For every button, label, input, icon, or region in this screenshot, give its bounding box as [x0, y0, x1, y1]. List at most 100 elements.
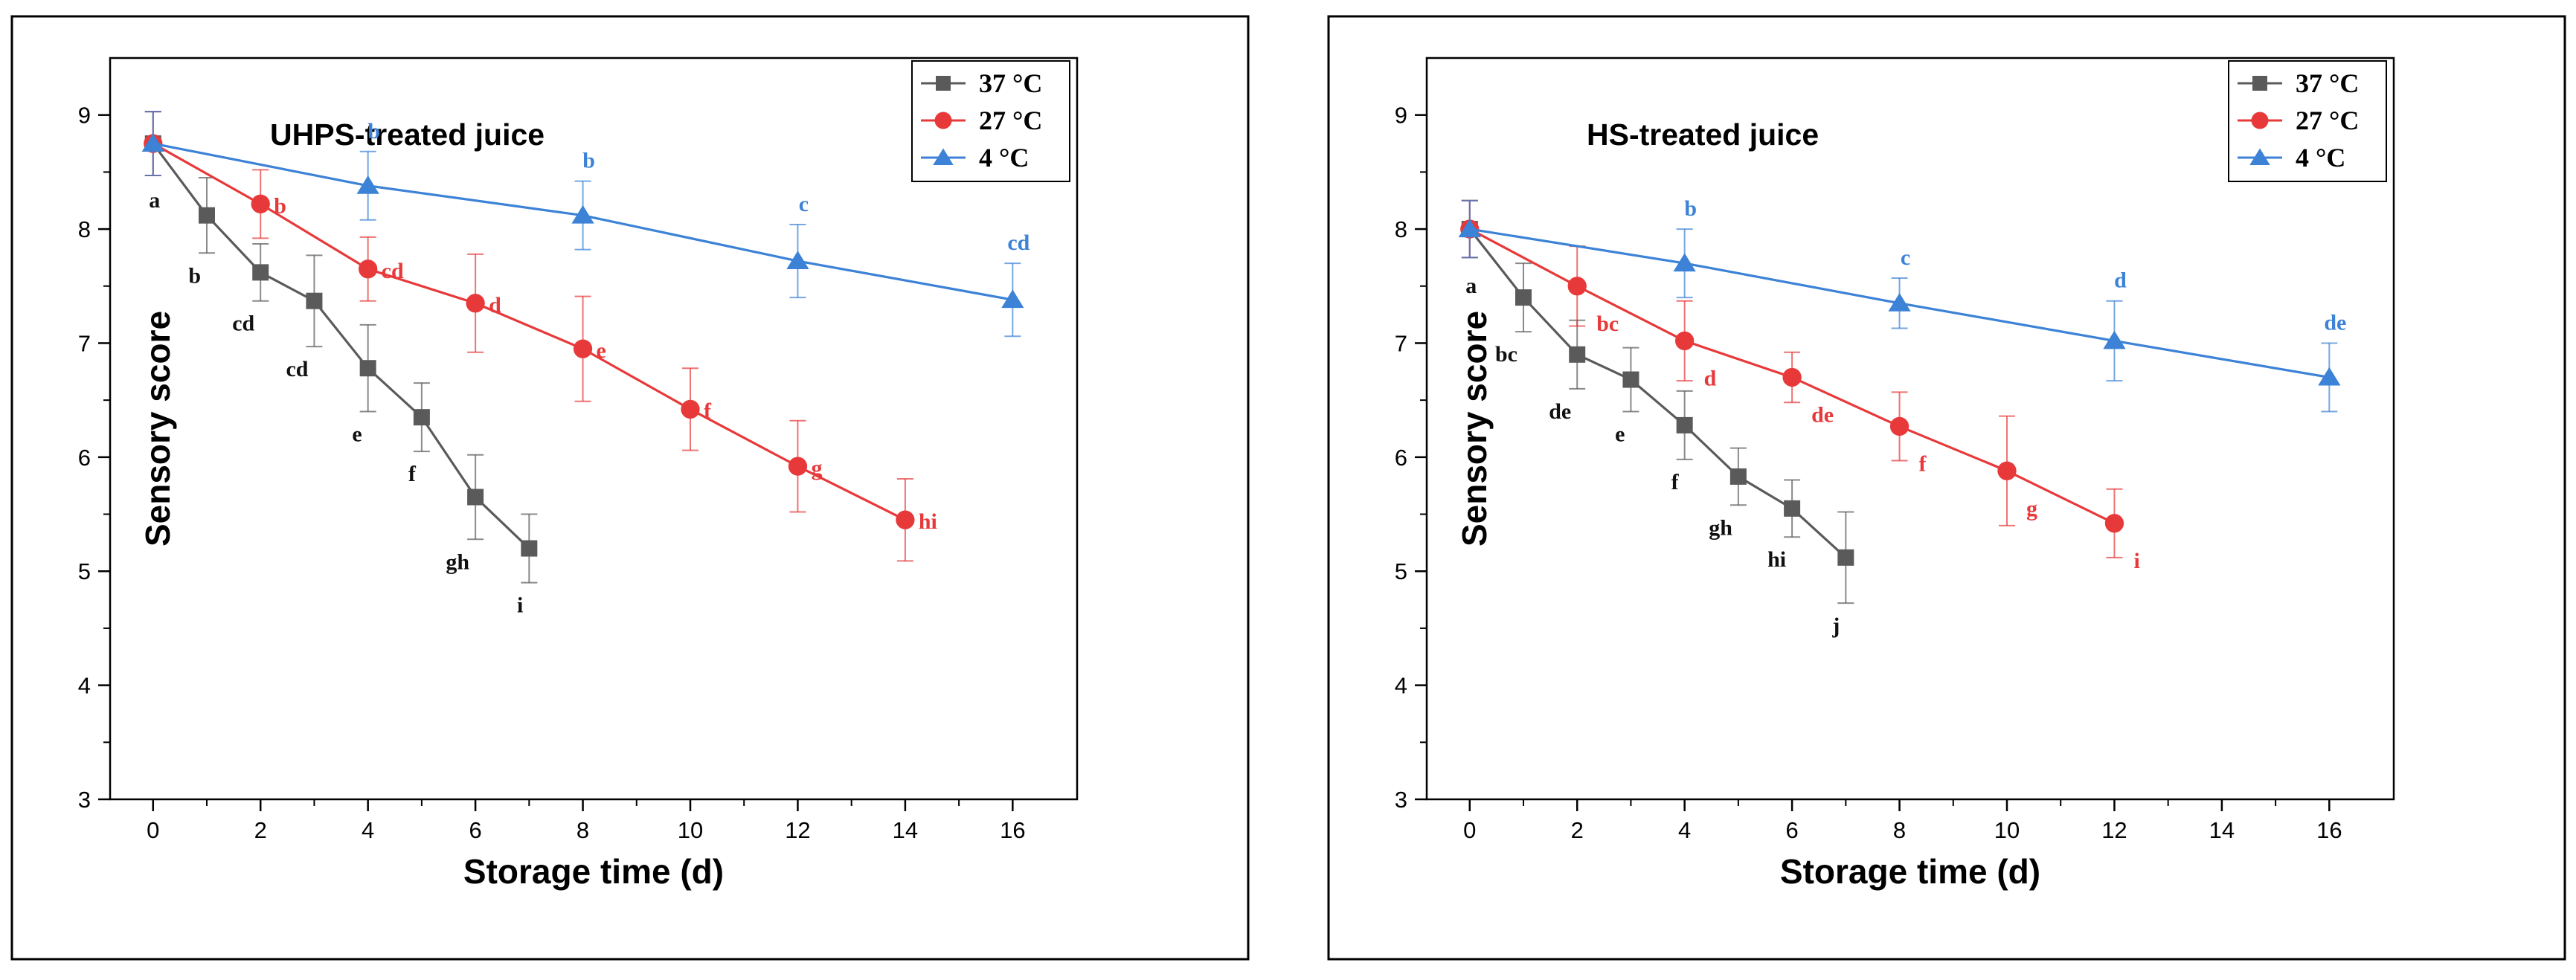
data-point [467, 489, 484, 506]
y-tick-label: 5 [1395, 558, 1407, 584]
y-tick-label: 8 [78, 216, 91, 242]
x-tick-label: 0 [1463, 817, 1476, 843]
x-tick-label: 8 [1893, 817, 1906, 843]
legend-marker [936, 76, 951, 91]
legend-label: 37 °C [2296, 68, 2359, 98]
data-point [466, 294, 485, 313]
chart-uhps: 3 4 5 6 7 8 9 0 2 4 6 8 10 12 14 16 Storage time (d) Sens… [10, 15, 1250, 961]
x-tick-label: 8 [576, 817, 589, 843]
significance-label: cd [232, 312, 254, 336]
data-point [1782, 367, 1802, 387]
x-tick-label: 2 [1571, 817, 1584, 843]
x-tick-label: 4 [362, 817, 374, 843]
significance-label: b [367, 119, 380, 144]
data-point [252, 264, 269, 281]
x-tick-label: 14 [2209, 817, 2235, 843]
x-tick-label: 4 [1678, 817, 1691, 843]
significance-label: de [1811, 402, 1834, 427]
data-point [413, 409, 430, 426]
y-tick-label: 6 [78, 445, 91, 471]
legend-marker [2251, 112, 2269, 129]
y-axis-label: Sensory score [138, 311, 177, 547]
data-point [1784, 500, 1801, 517]
series-0: a b cd cd e f gh i [144, 111, 538, 618]
legend-label: 37 °C [979, 68, 1042, 98]
data-point [521, 540, 538, 557]
legend-label: 27 °C [2296, 106, 2359, 135]
significance-label: f [704, 399, 712, 423]
x-tick-label: 10 [678, 817, 703, 843]
data-point [1515, 289, 1532, 306]
significance-label: e [352, 422, 362, 446]
y-tick-label: 7 [78, 330, 91, 356]
x-tick-label: 14 [893, 817, 918, 843]
significance-label: a [149, 188, 160, 213]
series-line [152, 143, 530, 549]
significance-label: b [188, 263, 201, 288]
legend-marker [2249, 148, 2270, 165]
legend-label: 4 °C [2296, 143, 2345, 173]
y-tick-label: 3 [1395, 787, 1407, 813]
x-tick-label: 12 [785, 817, 810, 843]
x-tick-label: 12 [2101, 817, 2127, 843]
series-line [1468, 228, 1847, 559]
legend-marker [933, 148, 954, 165]
significance-label: cd [286, 357, 308, 381]
data-point [2104, 514, 2124, 533]
significance-label: e [1615, 422, 1625, 446]
legend-marker [2252, 76, 2267, 91]
data-point [1569, 346, 1586, 363]
chart-panel-hs: 3 4 5 6 7 8 9 0 2 4 6 8 10 12 14 16 Storage time (d) Sens… [1317, 0, 2576, 980]
data-point [306, 292, 323, 309]
data-point [1001, 289, 1024, 309]
series-line [152, 142, 906, 521]
significance-label: gh [1709, 515, 1732, 540]
y-tick-label: 8 [1395, 216, 1407, 242]
significance-label: f [408, 462, 417, 486]
x-tick-label: 10 [1994, 817, 2020, 843]
y-tick-label: 4 [1395, 673, 1407, 699]
y-tick-label: 9 [1395, 103, 1407, 129]
significance-label: g [2026, 496, 2037, 520]
significance-label: bc [1495, 342, 1517, 367]
significance-label: de [1549, 399, 1571, 424]
data-point [1673, 253, 1696, 272]
significance-label: j [1831, 613, 1840, 638]
significance-label: c [1901, 245, 1910, 270]
data-point [1675, 331, 1695, 351]
data-point [573, 339, 593, 358]
outer-frame [10, 15, 1250, 961]
data-point [251, 194, 270, 213]
significance-label: i [2133, 549, 2139, 573]
legend-label: 4 °C [979, 143, 1029, 173]
data-point [141, 133, 164, 152]
x-axis-label: Storage time (d) [1780, 852, 2040, 891]
data-point [896, 510, 915, 529]
significance-label: d [1704, 366, 1717, 390]
plot-frame [109, 57, 1079, 801]
x-tick-label: 16 [2316, 817, 2342, 843]
significance-label: g [811, 456, 822, 480]
data-point [359, 259, 378, 279]
chart-title: UHPS-treated juice [270, 117, 545, 152]
significance-label: hi [919, 509, 937, 534]
data-point [786, 251, 809, 270]
significance-label: cd [382, 259, 404, 283]
data-point [1888, 293, 1911, 312]
data-point [356, 175, 379, 194]
y-tick-label: 4 [78, 673, 91, 699]
series-1: b cd d e f g hi [144, 111, 937, 562]
x-tick-label: 6 [1785, 817, 1798, 843]
legend-label: 27 °C [979, 106, 1042, 135]
y-tick-label: 6 [1395, 445, 1407, 471]
data-point [681, 399, 700, 419]
data-point [2103, 330, 2126, 349]
significance-label: i [517, 593, 523, 618]
legend-marker [934, 112, 952, 129]
significance-label: f [1919, 451, 1927, 476]
significance-label: b [274, 193, 286, 218]
x-tick-label: 0 [147, 817, 159, 843]
y-tick-label: 3 [78, 787, 91, 813]
significance-label: bc [1596, 312, 1619, 336]
